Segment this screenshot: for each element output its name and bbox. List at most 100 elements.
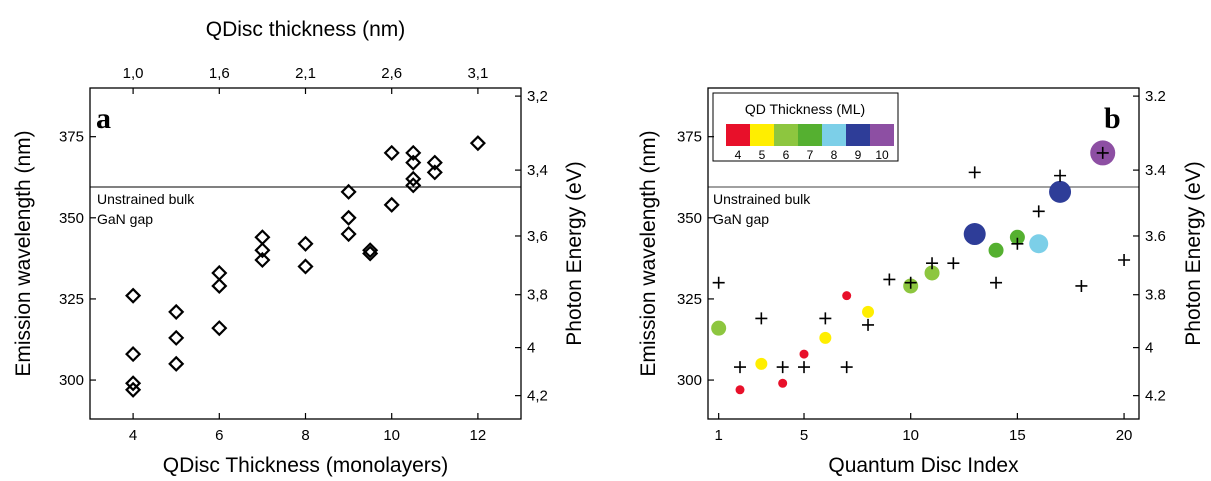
- right-tick-label-b: 3.4: [1145, 162, 1166, 179]
- legend-swatch: [870, 124, 894, 146]
- legend-title: QD Thickness (ML): [745, 101, 865, 117]
- top-tick-label-a: 1,0: [123, 65, 144, 82]
- legend-label: 9: [855, 148, 862, 162]
- y-tick-label-a: 350: [59, 210, 84, 227]
- top-tick-label-a: 2,1: [295, 65, 316, 82]
- x-axis-label-b: Quantum Disc Index: [828, 454, 1019, 477]
- x-tick-label-a: 10: [383, 427, 400, 444]
- legend-swatch: [822, 124, 846, 146]
- diamond-marker: [254, 229, 271, 246]
- top-tick-label-a: 2,6: [381, 65, 402, 82]
- cross-marker: [798, 361, 811, 374]
- disc-marker: [1009, 229, 1025, 245]
- data-points-b: [711, 140, 1131, 395]
- y-tick-label-a: 375: [59, 129, 84, 146]
- y-tick-label-b: 350: [677, 210, 702, 227]
- diamond-marker: [469, 135, 486, 152]
- legend-label: 7: [807, 148, 814, 162]
- cross-marker: [1096, 146, 1109, 159]
- right-tick-label-b: 4.2: [1145, 388, 1166, 405]
- diamond-marker: [211, 320, 228, 337]
- disc-marker: [988, 242, 1004, 258]
- disc-marker: [963, 223, 986, 246]
- disc-marker: [799, 349, 809, 359]
- right-tick-label-b: 3.6: [1145, 228, 1166, 245]
- legend-swatches: 4 5 6 7 8 9 10: [726, 124, 894, 162]
- y-axis-label-a: Emission wavelength (nm): [12, 130, 35, 376]
- top-tick-label-a: 3,1: [467, 65, 488, 82]
- cross-marker: [1011, 237, 1024, 250]
- right-tick-label-b: 4: [1145, 340, 1153, 357]
- diamond-marker: [362, 245, 379, 262]
- reference-label-a-line2: GaN gap: [97, 211, 153, 227]
- cross-marker: [883, 273, 896, 286]
- x-tick-label-a: 12: [470, 427, 487, 444]
- reference-label-a-line1: Unstrained bulk: [97, 191, 195, 207]
- legend-label: 8: [831, 148, 838, 162]
- cross-marker: [734, 361, 747, 374]
- right-tick-label-a: 4: [527, 340, 535, 357]
- legend-label: 6: [783, 148, 790, 162]
- diamond-marker: [405, 170, 422, 187]
- y-axis-label-b: Emission wavelength (nm): [637, 130, 660, 376]
- diamond-marker: [383, 196, 400, 213]
- reference-label-b-line1: Unstrained bulk: [713, 191, 811, 207]
- diamond-marker: [125, 346, 142, 363]
- legend-swatch: [846, 124, 870, 146]
- cross-marker: [840, 361, 853, 374]
- disc-marker: [862, 305, 875, 318]
- diamond-marker: [168, 355, 185, 372]
- x-tick-label-b: 15: [1009, 427, 1026, 444]
- cross-marker: [904, 276, 917, 289]
- diamond-marker: [362, 242, 379, 259]
- diamond-marker: [297, 235, 314, 252]
- y-tick-label-b: 325: [677, 291, 702, 308]
- legend-label: 4: [735, 148, 742, 162]
- plot-frame-a: [89, 87, 522, 420]
- disc-marker: [1029, 234, 1049, 254]
- right-axis-label-b: Photon Energy (eV): [1182, 161, 1205, 345]
- disc-marker: [735, 385, 745, 395]
- diamond-marker: [426, 154, 443, 171]
- disc-marker: [1049, 180, 1072, 203]
- legend-swatch: [798, 124, 822, 146]
- diamond-marker: [168, 303, 185, 320]
- diamond-marker: [340, 183, 357, 200]
- x-tick-label-b: 1: [714, 427, 722, 444]
- x-tick-label-a: 4: [129, 427, 137, 444]
- cross-marker: [926, 257, 939, 270]
- axes-a: 4 6 8 10 12 300 325 350 375 3,2 3,4 3,6 3,8 4 4,2 1,0 1,…: [59, 65, 548, 444]
- cross-marker: [947, 257, 960, 270]
- legend-swatch: [726, 124, 750, 146]
- cross-marker: [862, 318, 875, 331]
- disc-marker: [924, 265, 940, 281]
- right-tick-label-a: 3,8: [527, 287, 548, 304]
- diamond-marker: [211, 264, 228, 282]
- right-tick-label-a: 3,2: [527, 88, 548, 105]
- plot-frame-b: [707, 87, 1140, 420]
- y-tick-label-b: 300: [677, 372, 702, 389]
- legend-label: 5: [759, 148, 766, 162]
- diamond-marker: [383, 144, 400, 161]
- diamond-marker: [405, 154, 422, 171]
- cross-marker: [1118, 253, 1131, 266]
- diamond-marker: [125, 375, 142, 392]
- cross-marker: [968, 166, 981, 179]
- disc-marker: [819, 331, 832, 344]
- disc-marker: [778, 378, 788, 388]
- diamond-marker: [125, 381, 142, 398]
- diamond-marker: [340, 225, 357, 243]
- x-tick-label-b: 20: [1116, 427, 1133, 444]
- cross-marker: [990, 276, 1003, 289]
- right-axis-label-a: Photon Energy (eV): [563, 161, 586, 345]
- data-points-a: [125, 135, 486, 398]
- cross-marker: [1054, 169, 1067, 182]
- right-tick-label-a: 4,2: [527, 388, 548, 405]
- legend-label: 10: [875, 148, 889, 162]
- legend: QD Thickness (ML) 4 5 6 7 8 9 10: [712, 92, 899, 162]
- cross-marker: [755, 312, 768, 325]
- right-tick-label-a: 3,6: [527, 228, 548, 245]
- diamond-marker: [125, 287, 142, 304]
- panel-label-b: b: [1104, 102, 1121, 135]
- disc-marker: [711, 320, 727, 336]
